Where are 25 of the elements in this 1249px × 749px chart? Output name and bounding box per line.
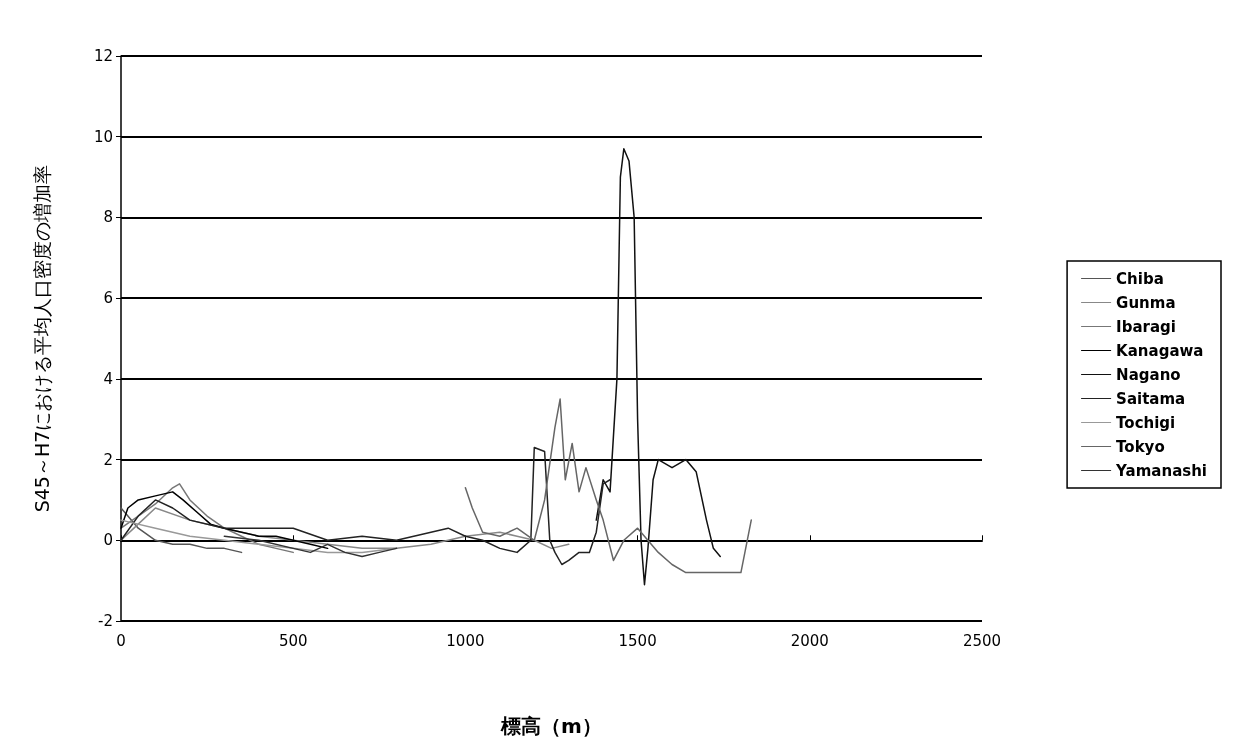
- legend-label: Chiba: [1116, 269, 1164, 288]
- x-tick-label: 1000: [446, 631, 485, 650]
- x-tick-label: 2500: [962, 631, 1002, 650]
- x-tick-label: 1500: [618, 631, 657, 650]
- legend-label: Tochigi: [1116, 413, 1176, 432]
- y-tick-label: 12: [93, 47, 113, 65]
- x-axis-title: 標高（m）: [500, 714, 602, 738]
- y-axis-title: S45～H7における平均人口密度の増加率: [30, 164, 53, 513]
- y-tick-label: 10: [93, 127, 113, 146]
- x-tick-label: 2000: [790, 631, 829, 650]
- legend-label: Yamanashi: [1115, 461, 1208, 480]
- legend-label: Saitama: [1116, 389, 1186, 408]
- y-tick-label: -2: [98, 612, 113, 630]
- y-tick-label: 8: [103, 208, 113, 227]
- legend-label: Nagano: [1116, 365, 1181, 384]
- y-tick-label: 4: [103, 369, 113, 388]
- legend-label: Gunma: [1116, 293, 1176, 312]
- legend-label: Kanagawa: [1116, 341, 1204, 360]
- legend-label: Ibaragi: [1116, 317, 1176, 336]
- x-tick-label: 0: [116, 631, 126, 650]
- y-tick-label: 0: [103, 531, 113, 550]
- y-tick-label: 6: [103, 289, 113, 308]
- y-tick-label: 2: [103, 450, 113, 469]
- legend-label: Tokyo: [1116, 437, 1165, 456]
- x-tick-label: 500: [278, 631, 308, 650]
